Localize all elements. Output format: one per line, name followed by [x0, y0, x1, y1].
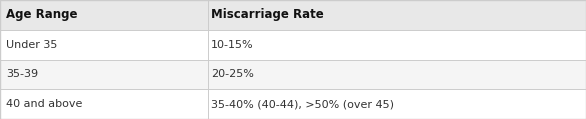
Text: 35-40% (40-44), >50% (over 45): 35-40% (40-44), >50% (over 45): [211, 99, 394, 109]
FancyBboxPatch shape: [0, 60, 586, 89]
FancyBboxPatch shape: [0, 89, 586, 119]
Text: 35-39: 35-39: [6, 69, 38, 79]
Text: Age Range: Age Range: [6, 8, 77, 21]
FancyBboxPatch shape: [0, 0, 586, 30]
FancyBboxPatch shape: [0, 30, 586, 60]
Text: Miscarriage Rate: Miscarriage Rate: [211, 8, 323, 21]
Text: 20-25%: 20-25%: [211, 69, 254, 79]
Text: 10-15%: 10-15%: [211, 40, 254, 50]
Text: 40 and above: 40 and above: [6, 99, 82, 109]
Text: Under 35: Under 35: [6, 40, 57, 50]
